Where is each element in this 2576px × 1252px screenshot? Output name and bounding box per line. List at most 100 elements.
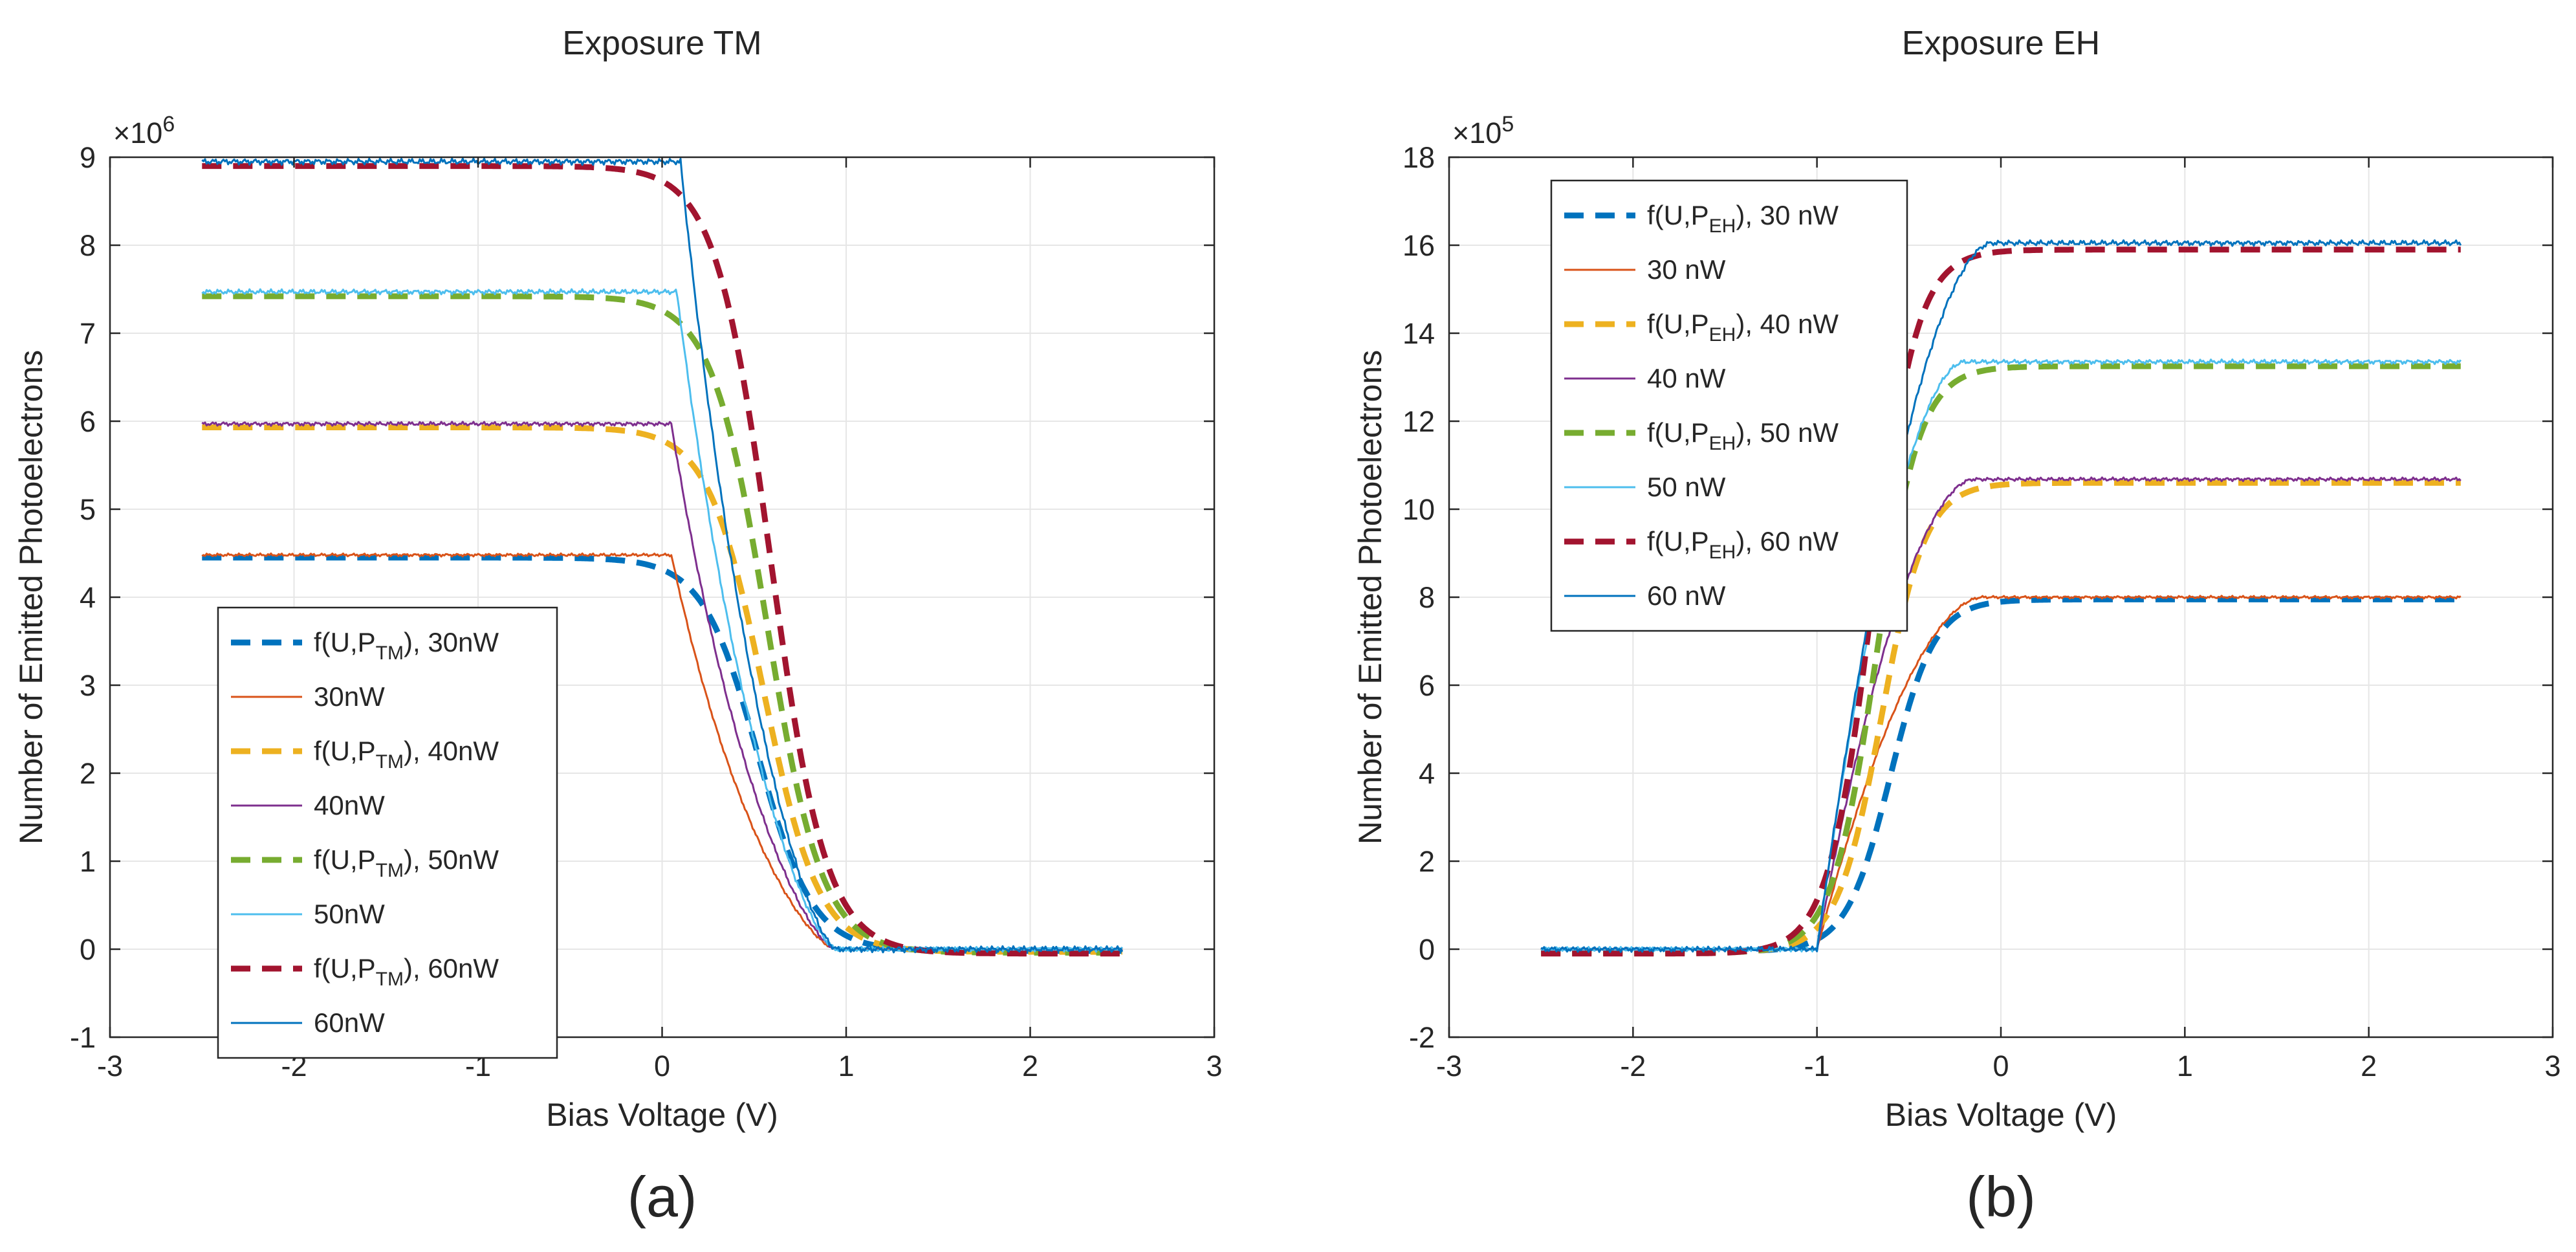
legend-entry-base: f(U,P (314, 627, 376, 657)
x-tick-label: 0 (1992, 1049, 2009, 1082)
series-line-3 (1540, 479, 2462, 956)
legend-entry-tail: ), 30 nW (1736, 200, 1839, 230)
y-tick-label: 0 (1419, 933, 1435, 966)
y-tick-label: 4 (1419, 757, 1435, 790)
x-tick-label: 3 (1206, 1049, 1222, 1082)
x-tick-label: -2 (1620, 1049, 1646, 1082)
x-tick-label: 1 (2177, 1049, 2193, 1082)
chart-title: Exposure EH (1902, 25, 2100, 62)
legend-entry-1: f(U,PEH), 30 nW (1647, 200, 1839, 237)
series-group (201, 157, 1124, 957)
x-tick-label: -1 (1804, 1049, 1830, 1082)
y-tick-label: 18 (1403, 141, 1435, 174)
y-axis-label: Number of Emitted Photoelectrons (13, 350, 49, 844)
y-tick-label: 3 (80, 669, 96, 702)
legend-entry-tail: ), 60nW (404, 953, 499, 983)
y-tick-label: 2 (1419, 845, 1435, 878)
y-exponent-label: ×105 (1452, 112, 1514, 149)
y-tick-label: 0 (80, 933, 96, 966)
legend-entry-2: 30 nW (1647, 254, 1726, 285)
chart-panel-b: -3 -2 -1 0 1 2 3-2024681012141618×105Exposure … (1352, 25, 2561, 1229)
legend-entry-tail: ), 30nW (404, 627, 499, 657)
x-tick-label: 1 (838, 1049, 854, 1082)
y-tick-label: 4 (80, 581, 96, 614)
legend-entry-4: 40 nW (1647, 363, 1726, 393)
legend-entry-base: f(U,P (314, 953, 376, 983)
y-tick-label: 9 (80, 141, 96, 174)
y-exponent-power: 6 (162, 112, 175, 137)
x-tick-label: 3 (2544, 1049, 2560, 1082)
legend-entry-base: 40 nW (1647, 363, 1726, 393)
y-tick-label: 6 (1419, 669, 1435, 702)
legend-entry-subscript: TM (376, 751, 404, 773)
legend-entry-tail: ), 60 nW (1736, 526, 1839, 556)
series-line-6 (201, 288, 1124, 953)
legend-entry-base: 30nW (314, 681, 385, 712)
legend-entry-subscript: EH (1709, 542, 1736, 563)
legend-entry-8: 60nW (314, 1007, 385, 1038)
legend-entry-1: f(U,PTM), 30nW (314, 627, 499, 664)
legend-box (1550, 179, 1908, 632)
legend-entry-tail: ), 50nW (404, 844, 499, 875)
legend-entry-subscript: TM (376, 969, 404, 990)
x-axis-label: Bias Voltage (V) (1885, 1097, 2117, 1133)
panel-label: (a) (628, 1165, 697, 1229)
legend-entry-base: 50nW (314, 899, 385, 929)
y-tick-label: 5 (80, 493, 96, 526)
legend-entry-base: 30 nW (1647, 254, 1726, 285)
panel-label: (b) (1966, 1165, 2036, 1229)
legend-entry-base: f(U,P (314, 736, 376, 766)
y-tick-label: -1 (70, 1021, 96, 1054)
x-tick-label: -3 (1436, 1049, 1462, 1082)
x-tick-label: 0 (654, 1049, 670, 1082)
legend-entry-base: f(U,P (1647, 200, 1709, 230)
y-tick-label: -2 (1409, 1021, 1435, 1054)
y-tick-label: 8 (1419, 581, 1435, 614)
series-line-1 (1540, 596, 2462, 954)
legend-entry-3: f(U,PEH), 40 nW (1647, 309, 1839, 346)
legend-entry-base: f(U,P (1647, 309, 1709, 339)
x-tick-label: -3 (97, 1049, 123, 1082)
y-tick-label: 6 (80, 405, 96, 438)
y-tick-label: 16 (1403, 229, 1435, 262)
legend-entry-base: f(U,P (1647, 526, 1709, 556)
legend-entry-subscript: TM (376, 860, 404, 881)
legend-entry-base: f(U,P (1647, 417, 1709, 448)
legend-entry-base: 40nW (314, 790, 385, 820)
legend-entry-tail: ), 40nW (404, 736, 499, 766)
legend-entry-subscript: TM (376, 642, 404, 664)
y-exponent-power: 5 (1501, 112, 1514, 137)
legend-entry-subscript: EH (1709, 433, 1736, 454)
legend-entry-base: 60 nW (1647, 580, 1726, 611)
legend-entry-tail: ), 50 nW (1736, 417, 1839, 448)
x-axis-label: Bias Voltage (V) (546, 1097, 778, 1133)
x-tick-label: 2 (2361, 1049, 2377, 1082)
legend-entry-5: f(U,PTM), 50nW (314, 844, 499, 881)
y-tick-label: 1 (80, 845, 96, 878)
legend-entry-6: 50 nW (1647, 472, 1726, 502)
legend-entry-6: 50nW (314, 899, 385, 929)
x-tick-label: 2 (1022, 1049, 1038, 1082)
y-tick-label: 14 (1403, 317, 1435, 350)
legend-entry-3: f(U,PTM), 40nW (314, 736, 499, 773)
legend-entry-subscript: EH (1709, 324, 1736, 346)
y-exponent-label: ×106 (113, 112, 175, 149)
legend-entry-5: f(U,PEH), 50 nW (1647, 417, 1839, 454)
legend-box (217, 606, 558, 1059)
legend-entry-base: 60nW (314, 1007, 385, 1038)
y-tick-label: 8 (80, 229, 96, 262)
y-tick-label: 2 (80, 757, 96, 790)
series-line-7 (1540, 247, 2462, 957)
y-axis-label: Number of Emitted Photoelectrons (1352, 350, 1388, 844)
series-line-8 (1540, 239, 2462, 953)
y-tick-label: 10 (1403, 493, 1435, 526)
legend-entry-8: 60 nW (1647, 580, 1726, 611)
legend-entry-base: 50 nW (1647, 472, 1726, 502)
legend-entry-base: f(U,P (314, 844, 376, 875)
legend-entry-7: f(U,PEH), 60 nW (1647, 526, 1839, 563)
y-tick-label: 7 (80, 317, 96, 350)
